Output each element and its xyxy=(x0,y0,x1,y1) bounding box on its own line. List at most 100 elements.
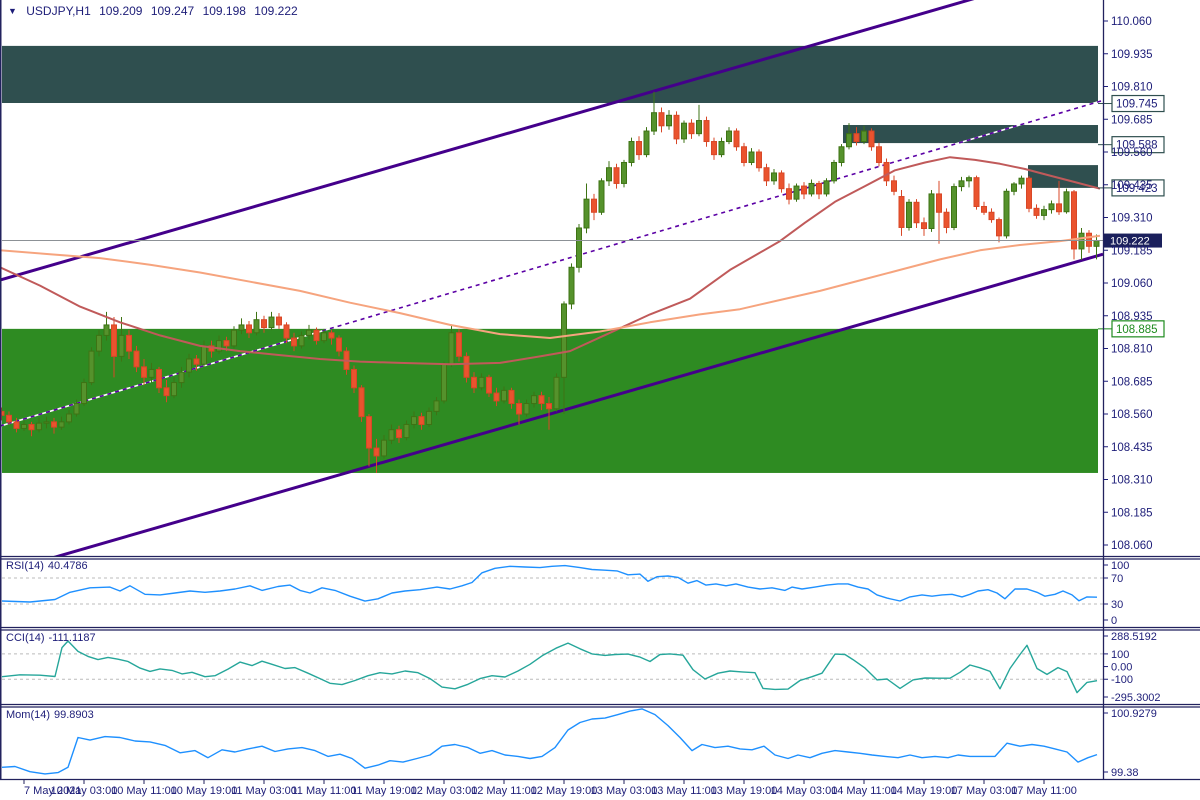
candle-body xyxy=(253,319,260,334)
candle-up xyxy=(81,378,87,407)
candle-down xyxy=(28,421,35,437)
symbol-quote[interactable]: ▼ USDJPY,H1 109.209 109.247 109.198 109.… xyxy=(8,4,303,18)
candle-up xyxy=(298,331,305,349)
candle-up xyxy=(621,159,627,188)
candle-down xyxy=(493,387,500,407)
candle-up xyxy=(433,396,440,416)
candle-body xyxy=(6,414,12,423)
candle-down xyxy=(51,417,57,434)
candle-body xyxy=(36,422,42,431)
candle-down xyxy=(936,180,942,244)
candle-body xyxy=(861,130,867,143)
candle-body xyxy=(493,392,500,402)
price-tag-text: 109.745 xyxy=(1116,99,1158,111)
candle-up xyxy=(523,399,530,417)
candle-up xyxy=(43,416,50,429)
candle-down xyxy=(546,396,552,430)
candle-down xyxy=(973,175,980,210)
candle-up xyxy=(793,183,800,202)
candle-up xyxy=(73,399,80,417)
cci-level-label: 288.5192 xyxy=(1111,631,1157,643)
candle-body xyxy=(231,329,237,347)
candle-body xyxy=(711,141,717,156)
candle-down xyxy=(688,119,695,139)
candle-body xyxy=(1063,191,1070,213)
candle-up xyxy=(178,366,185,388)
candle-up xyxy=(441,361,447,404)
current-price-tag xyxy=(1104,233,1162,248)
candle-body xyxy=(643,130,650,156)
candle-up xyxy=(388,424,395,445)
time-axis-label: 7 May 2021 xyxy=(24,785,81,797)
time-axis-label: 10 May 11:00 xyxy=(111,785,177,797)
candle-body xyxy=(351,368,357,389)
current-price-tag-text: 109.222 xyxy=(1110,236,1150,248)
candle-down xyxy=(613,163,620,189)
candle-up xyxy=(598,178,605,215)
candle-down xyxy=(13,417,20,433)
candle-up xyxy=(21,420,27,432)
candle-body xyxy=(718,141,725,156)
candle-down xyxy=(373,438,380,473)
candle-body xyxy=(336,337,342,352)
collapse-triangle-icon[interactable]: ▼ xyxy=(8,6,17,16)
rsi-label: RSI(14) 40.4786 xyxy=(6,560,92,572)
candle-up xyxy=(838,144,845,167)
time-axis-label: 12 May 03:00 xyxy=(411,785,478,797)
price-axis-label: 109.310 xyxy=(1111,213,1153,225)
channel-upper xyxy=(0,0,975,282)
candle-down xyxy=(6,411,12,425)
price-axis-label: 108.060 xyxy=(1111,540,1153,552)
candle-down xyxy=(1033,204,1040,219)
candle-body xyxy=(553,376,560,410)
time-axis-label: 13 May 19:00 xyxy=(711,785,778,797)
candle-up xyxy=(831,159,837,184)
rsi-level-label: 70 xyxy=(1111,573,1123,585)
quote-high: 109.247 xyxy=(150,4,195,18)
candle-up xyxy=(1048,200,1055,214)
candle-up xyxy=(966,175,972,188)
candle-up xyxy=(958,176,965,192)
rsi-level-label: 0 xyxy=(1111,615,1117,627)
candle-up xyxy=(808,179,815,197)
candle-body xyxy=(96,334,102,352)
supply-zone-109423 xyxy=(1028,165,1098,188)
candle-body xyxy=(853,133,860,143)
candle-body xyxy=(531,395,537,405)
quote-low: 109.198 xyxy=(202,4,246,18)
candle-down xyxy=(1056,180,1062,215)
candle-body xyxy=(328,332,335,339)
candle-up xyxy=(171,377,177,399)
candle-up xyxy=(1063,188,1070,214)
candle-up xyxy=(231,326,237,349)
candle-down xyxy=(126,330,132,359)
candle-body xyxy=(786,188,792,200)
price-axis-label: 109.185 xyxy=(1111,245,1153,257)
candle-body xyxy=(268,316,275,329)
candle-body xyxy=(1033,207,1040,216)
candle-up xyxy=(928,189,935,232)
candle-body xyxy=(373,447,380,457)
candle-body xyxy=(628,141,635,163)
candle-body xyxy=(133,350,140,368)
candle-up xyxy=(66,410,72,425)
mom-level-label: 99.38 xyxy=(1111,767,1139,779)
candle-down xyxy=(868,128,875,151)
time-axis-label: 13 May 03:00 xyxy=(591,785,658,797)
candle-body xyxy=(636,141,642,156)
candle-body xyxy=(868,130,875,148)
price-tag-box xyxy=(1111,320,1165,338)
candle-body xyxy=(576,227,582,268)
candle-down xyxy=(336,335,342,357)
price-tag-text: 109.588 xyxy=(1116,140,1158,152)
candle-body xyxy=(1011,183,1017,192)
time-axis-label: 11 May 19:00 xyxy=(351,785,417,797)
candle-down xyxy=(358,385,365,422)
candle-body xyxy=(823,180,830,195)
time-axis-label: 12 May 11:00 xyxy=(471,785,537,797)
candle-body xyxy=(411,416,417,425)
candle-body xyxy=(606,167,612,182)
candle-body xyxy=(816,182,822,195)
